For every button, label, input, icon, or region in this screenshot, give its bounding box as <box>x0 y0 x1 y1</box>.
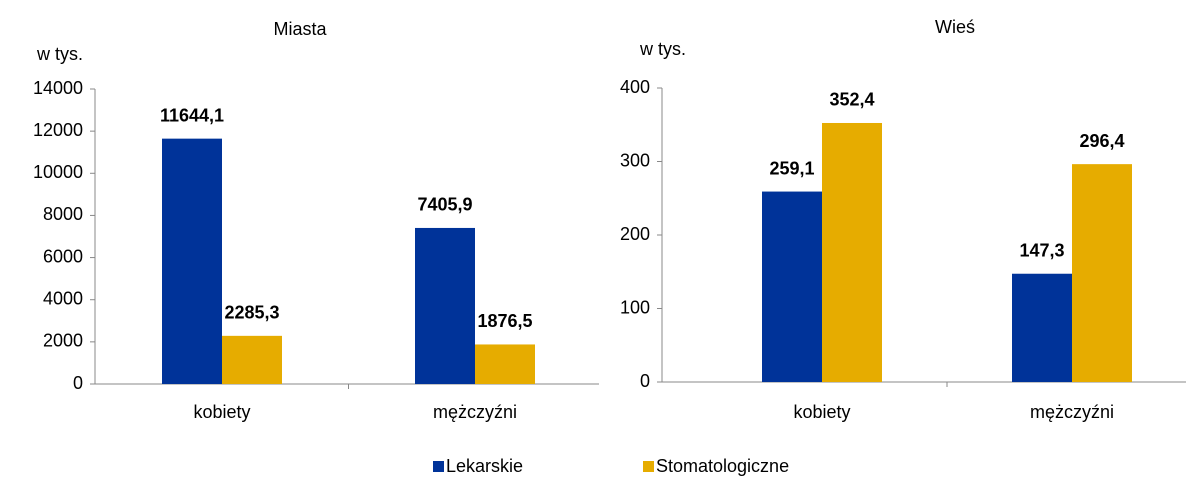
bar <box>762 191 822 382</box>
bar <box>475 344 535 384</box>
y-tick-label: 4000 <box>43 288 83 308</box>
value-label: 7405,9 <box>417 195 472 215</box>
y-tick-label: 100 <box>620 297 650 317</box>
bar <box>1072 164 1132 382</box>
y-tick-label: 300 <box>620 150 650 170</box>
value-label: 352,4 <box>829 90 874 110</box>
legend-swatch <box>433 461 444 472</box>
y-tick-label: 8000 <box>43 204 83 224</box>
bar <box>1012 273 1072 382</box>
y-axis-label: w tys. <box>639 39 686 59</box>
x-tick-label: mężczyźni <box>433 402 517 422</box>
y-tick-label: 400 <box>620 77 650 97</box>
bar <box>415 227 475 384</box>
value-label: 11644,1 <box>160 105 224 125</box>
value-label: 296,4 <box>1079 131 1124 151</box>
y-tick-label: 6000 <box>43 246 83 266</box>
y-tick-label: 12000 <box>33 120 83 140</box>
chart-title: Miasta <box>273 19 327 39</box>
x-tick-label: kobiety <box>793 402 850 422</box>
legend-swatch <box>643 461 654 472</box>
bar <box>162 138 222 384</box>
y-axis-label: w tys. <box>36 44 83 64</box>
y-tick-label: 10000 <box>33 162 83 182</box>
legend-label: Lekarskie <box>446 456 523 476</box>
y-tick-label: 200 <box>620 224 650 244</box>
y-tick-label: 14000 <box>33 78 83 98</box>
y-tick-label: 0 <box>73 373 83 393</box>
bar <box>222 335 282 384</box>
value-label: 1876,5 <box>477 311 532 331</box>
legend-label: Stomatologiczne <box>656 456 789 476</box>
y-tick-label: 2000 <box>43 331 83 351</box>
y-tick-label: 0 <box>640 371 650 391</box>
value-label: 147,3 <box>1019 240 1064 260</box>
x-tick-label: mężczyźni <box>1030 402 1114 422</box>
bar <box>822 122 882 383</box>
value-label: 2285,3 <box>224 303 279 323</box>
value-label: 259,1 <box>769 158 814 178</box>
chart-title: Wieś <box>935 17 975 37</box>
x-tick-label: kobiety <box>193 402 250 422</box>
